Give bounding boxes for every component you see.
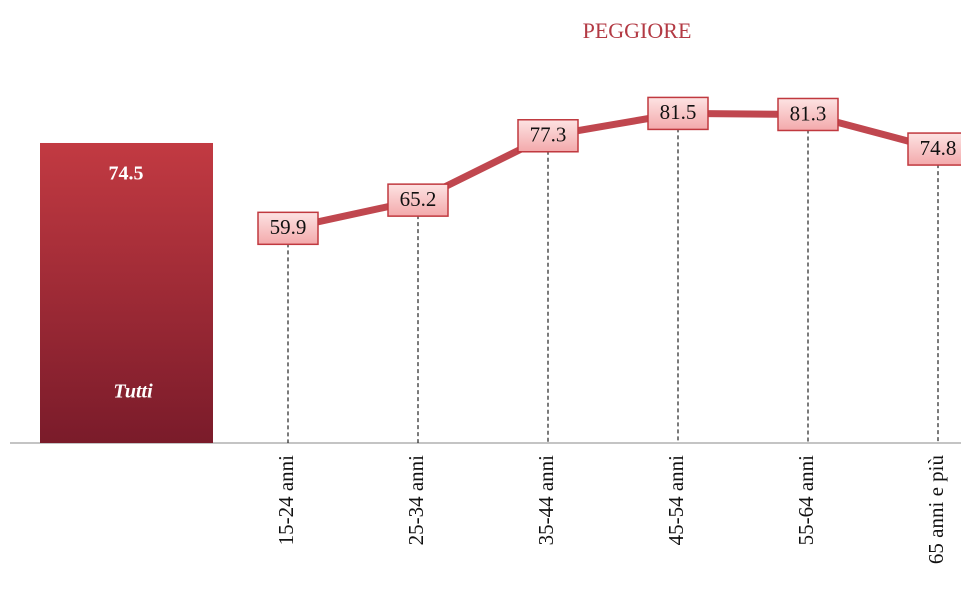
x-tick-label: 65 anni e più (924, 455, 948, 565)
label-box (517, 119, 579, 153)
value-label: 81.5 (660, 100, 697, 124)
label-box (777, 97, 839, 132)
x-tick-label: 25-34 anni (404, 455, 428, 546)
label-box (647, 96, 709, 131)
label-box (387, 183, 449, 217)
chart-title: PEGGIORE (583, 18, 692, 43)
x-tick-label: 15-24 anni (274, 455, 298, 546)
line (287, 109, 939, 232)
value-label: 74.5 (109, 163, 144, 185)
value-label: 77.3 (530, 123, 567, 147)
value-label: 81.3 (790, 101, 827, 125)
bar (40, 142, 213, 443)
x-tick-label: 55-64 anni (794, 455, 818, 546)
x-tick-label: 45-54 anni (664, 455, 688, 546)
value-label: 59.9 (270, 215, 307, 239)
value-label: 74.8 (920, 136, 957, 160)
label-box (257, 211, 319, 246)
x-tick-label: 35-44 anni (534, 455, 558, 546)
value-label: 65.2 (400, 187, 437, 211)
category-label: Tutti (113, 381, 153, 403)
label-box (907, 132, 961, 166)
